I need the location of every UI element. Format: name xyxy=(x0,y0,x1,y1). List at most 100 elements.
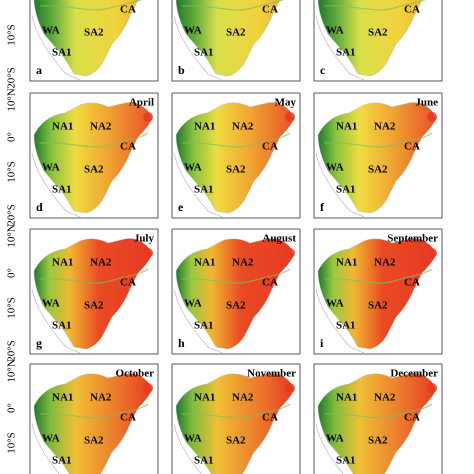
month-title: October xyxy=(116,368,155,380)
outer-boundary xyxy=(31,288,81,354)
region-label: WA xyxy=(42,298,60,310)
region-label: WA xyxy=(42,25,60,37)
region-label: NA1 xyxy=(336,121,357,133)
outer-boundary xyxy=(315,15,365,81)
outer-boundary xyxy=(31,152,81,218)
month-title: September xyxy=(387,233,438,245)
region-label: NA2 xyxy=(232,257,254,269)
map-panel: CA WA SA2 SA1 b xyxy=(171,0,301,82)
region-label: WA xyxy=(42,433,60,445)
region-label: NA2 xyxy=(90,257,112,269)
region-label: SA2 xyxy=(226,435,246,447)
region-label: SA2 xyxy=(84,27,104,39)
outer-boundary xyxy=(31,423,60,474)
region-label: NA1 xyxy=(194,257,215,269)
region-label: NA1 xyxy=(194,392,215,404)
region-label: WA xyxy=(326,162,344,174)
latitude-label: 20°S xyxy=(6,204,18,226)
outer-boundary xyxy=(173,15,223,81)
region-label: SA1 xyxy=(52,455,72,467)
region-label: NA1 xyxy=(52,392,73,404)
month-title: May xyxy=(275,97,297,109)
map-panel: NA1 NA2 CA WA SA2 SA1 June f xyxy=(313,92,443,219)
panel-letter: a xyxy=(36,63,42,77)
latitude-label: 0° xyxy=(6,132,18,142)
month-title: July xyxy=(134,233,155,245)
map-panel: NA1 NA2 CA WA SA2 SA1 April d xyxy=(29,92,159,219)
hotspot xyxy=(285,112,295,122)
hotspot xyxy=(427,248,437,258)
region-label: SA2 xyxy=(84,300,104,312)
panel-letter: h xyxy=(178,336,185,350)
region-label: NA2 xyxy=(374,392,396,404)
region-label: NA1 xyxy=(336,392,357,404)
outer-boundary xyxy=(173,288,223,354)
panel-letter: c xyxy=(320,63,326,77)
region-label: SA2 xyxy=(368,300,388,312)
region-label: NA1 xyxy=(52,121,73,133)
region-label: WA xyxy=(42,162,60,174)
month-title: December xyxy=(390,368,438,380)
outer-boundary xyxy=(315,423,344,474)
latitude-label: 10°N xyxy=(6,88,18,111)
map-panel: NA1 NA2 CA WA SA2 SA1 November xyxy=(171,363,301,474)
region-label: NA2 xyxy=(232,392,254,404)
month-title: June xyxy=(415,97,438,109)
region-label: SA2 xyxy=(368,164,388,176)
region-label: SA1 xyxy=(52,47,72,59)
river xyxy=(39,0,142,11)
hotspot xyxy=(285,383,295,393)
region-label: CA xyxy=(262,4,278,16)
latitude-label: 20°S xyxy=(6,67,18,89)
region-label: WA xyxy=(326,25,344,37)
region-label: WA xyxy=(184,433,202,445)
latitude-label: 10°S xyxy=(6,24,18,46)
map-panel: CA WA SA2 SA1 c xyxy=(313,0,443,82)
region-label: NA2 xyxy=(374,257,396,269)
river xyxy=(323,132,433,148)
map-panel: CA WA SA2 SA1 a xyxy=(29,0,159,82)
region-label: SA1 xyxy=(336,184,356,196)
outer-boundary xyxy=(173,152,223,218)
region-label: NA2 xyxy=(232,121,254,133)
hotspot xyxy=(143,248,153,258)
latitude-label: 10°N xyxy=(6,359,18,382)
region-label: CA xyxy=(262,412,278,424)
region-label: WA xyxy=(184,162,202,174)
region-label: SA2 xyxy=(226,300,246,312)
river xyxy=(181,268,291,284)
region-label: CA xyxy=(120,141,136,153)
latitude-label: 0° xyxy=(6,268,18,278)
region-label: SA1 xyxy=(336,455,356,467)
region-label: WA xyxy=(326,433,344,445)
month-title: April xyxy=(129,97,154,109)
panel-letter: b xyxy=(178,63,185,77)
region-label: SA2 xyxy=(368,435,388,447)
river xyxy=(323,268,433,284)
panel-letter: d xyxy=(36,200,43,214)
month-title: November xyxy=(247,368,296,380)
region-label: WA xyxy=(326,298,344,310)
river xyxy=(181,403,291,419)
panel-letter: g xyxy=(36,336,42,350)
region-label: CA xyxy=(404,141,420,153)
map-panel: NA1 NA2 CA WA SA2 SA1 September i xyxy=(313,228,443,355)
latitude-label: 10°S xyxy=(6,161,18,183)
region-label: CA xyxy=(120,277,136,289)
region-label: NA2 xyxy=(90,121,112,133)
region-label: SA1 xyxy=(194,320,214,332)
map-panel: NA1 NA2 CA WA SA2 SA1 May e xyxy=(171,92,301,219)
river xyxy=(39,132,149,148)
region-label: CA xyxy=(404,412,420,424)
latitude-label: 10°S xyxy=(6,432,18,454)
map-panel: NA1 NA2 CA WA SA2 SA1 August h xyxy=(171,228,301,355)
hotspot xyxy=(427,112,437,122)
river xyxy=(39,403,149,419)
river xyxy=(323,0,426,11)
region-label: SA1 xyxy=(194,184,214,196)
region-label: WA xyxy=(184,298,202,310)
latitude-label: 10°N xyxy=(6,224,18,247)
region-label: CA xyxy=(120,412,136,424)
outer-boundary xyxy=(173,423,202,474)
